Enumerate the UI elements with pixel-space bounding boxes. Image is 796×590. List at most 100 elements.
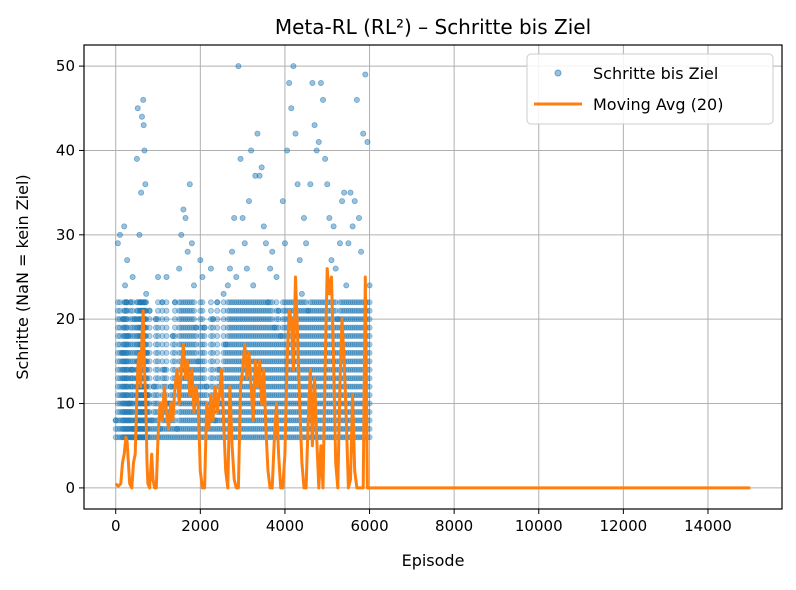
scatter-point bbox=[224, 358, 231, 365]
scatter-point bbox=[366, 349, 373, 356]
scatter-point bbox=[190, 425, 197, 432]
scatter-point bbox=[152, 316, 159, 323]
scatter-point bbox=[248, 324, 255, 331]
scatter-point bbox=[313, 324, 320, 331]
scatter-point bbox=[122, 417, 129, 424]
scatter-point bbox=[131, 333, 138, 340]
legend: Schritte bis Ziel Moving Avg (20) bbox=[526, 53, 774, 125]
scatter-point bbox=[267, 299, 274, 306]
scatter-point bbox=[226, 375, 233, 382]
scatter-point bbox=[174, 434, 181, 441]
scatter-point bbox=[315, 366, 322, 373]
scatter-point bbox=[114, 425, 121, 432]
scatter-point bbox=[265, 307, 272, 314]
y-tick-label: 30 bbox=[56, 226, 75, 244]
scatter-point bbox=[265, 349, 272, 356]
y-tick-label: 20 bbox=[56, 310, 75, 328]
scatter-point bbox=[186, 425, 193, 432]
scatter-point bbox=[128, 366, 135, 373]
scatter-point bbox=[279, 316, 286, 323]
scatter-point bbox=[303, 333, 310, 340]
scatter-point bbox=[277, 400, 284, 407]
scatter-point bbox=[243, 316, 250, 323]
scatter-point bbox=[127, 375, 134, 382]
scatter-point bbox=[279, 333, 286, 340]
scatter-point bbox=[143, 290, 150, 297]
scatter-point bbox=[290, 63, 297, 70]
scatter-point bbox=[199, 358, 206, 365]
scatter-point bbox=[229, 366, 236, 373]
scatter-point bbox=[159, 299, 166, 306]
scatter-point bbox=[133, 307, 140, 314]
scatter-point bbox=[119, 383, 126, 390]
scatter-point bbox=[273, 375, 280, 382]
scatter-point bbox=[116, 400, 123, 407]
scatter-point bbox=[124, 425, 131, 432]
scatter-point bbox=[298, 307, 305, 314]
scatter-point bbox=[366, 299, 373, 306]
scatter-point bbox=[199, 341, 206, 348]
scatter-point bbox=[229, 324, 236, 331]
legend-label-scatter: Schritte bis Ziel bbox=[593, 64, 718, 83]
scatter-point bbox=[267, 358, 274, 365]
scatter-point bbox=[128, 366, 135, 373]
scatter-point bbox=[260, 307, 267, 314]
scatter-point bbox=[119, 366, 126, 373]
scatter-point bbox=[235, 63, 242, 70]
scatter-point bbox=[119, 316, 126, 323]
scatter-point bbox=[248, 434, 255, 441]
scatter-point bbox=[116, 299, 123, 306]
scatter-point bbox=[224, 375, 231, 382]
scatter-point bbox=[256, 299, 263, 306]
scatter-point bbox=[171, 349, 178, 356]
scatter-point bbox=[309, 333, 316, 340]
scatter-point bbox=[269, 299, 276, 306]
scatter-point bbox=[146, 316, 153, 323]
scatter-point bbox=[171, 316, 178, 323]
scatter-point bbox=[159, 341, 166, 348]
scatter-point bbox=[307, 341, 314, 348]
scatter-point bbox=[265, 333, 272, 340]
scatter-point bbox=[313, 358, 320, 365]
scatter-point bbox=[241, 324, 248, 331]
scatter-point bbox=[273, 333, 280, 340]
scatter-point bbox=[182, 434, 189, 441]
scatter-point bbox=[267, 400, 274, 407]
scatter-point bbox=[184, 248, 191, 255]
scatter-point bbox=[122, 400, 129, 407]
scatter-point bbox=[256, 307, 263, 314]
scatter-point bbox=[245, 417, 252, 424]
scatter-point bbox=[203, 383, 210, 390]
scatter-point bbox=[248, 299, 255, 306]
scatter-point bbox=[313, 299, 320, 306]
scatter-point bbox=[309, 349, 316, 356]
scatter-point bbox=[129, 375, 136, 382]
scatter-point bbox=[269, 349, 276, 356]
scatter-point bbox=[256, 341, 263, 348]
scatter-point bbox=[226, 307, 233, 314]
scatter-point bbox=[122, 349, 129, 356]
scatter-point bbox=[138, 408, 145, 415]
scatter-point bbox=[271, 383, 278, 390]
legend-label-moving-avg: Moving Avg (20) bbox=[593, 95, 723, 114]
scatter-point bbox=[133, 316, 140, 323]
scatter-point bbox=[201, 366, 208, 373]
scatter-point bbox=[288, 383, 295, 390]
scatter-point bbox=[167, 383, 174, 390]
scatter-point bbox=[146, 366, 153, 373]
scatter-point bbox=[237, 316, 244, 323]
scatter-point bbox=[252, 172, 259, 179]
scatter-point bbox=[184, 400, 191, 407]
scatter-point bbox=[155, 375, 162, 382]
scatter-point bbox=[197, 383, 204, 390]
scatter-point bbox=[127, 383, 134, 390]
scatter-point bbox=[127, 333, 134, 340]
scatter-point bbox=[116, 392, 123, 399]
scatter-point bbox=[124, 392, 131, 399]
scatter-point bbox=[116, 375, 123, 382]
scatter-point bbox=[250, 333, 257, 340]
scatter-point bbox=[186, 324, 193, 331]
y-tick-label: 10 bbox=[56, 395, 75, 413]
scatter-point bbox=[207, 307, 214, 314]
scatter-point bbox=[254, 307, 261, 314]
